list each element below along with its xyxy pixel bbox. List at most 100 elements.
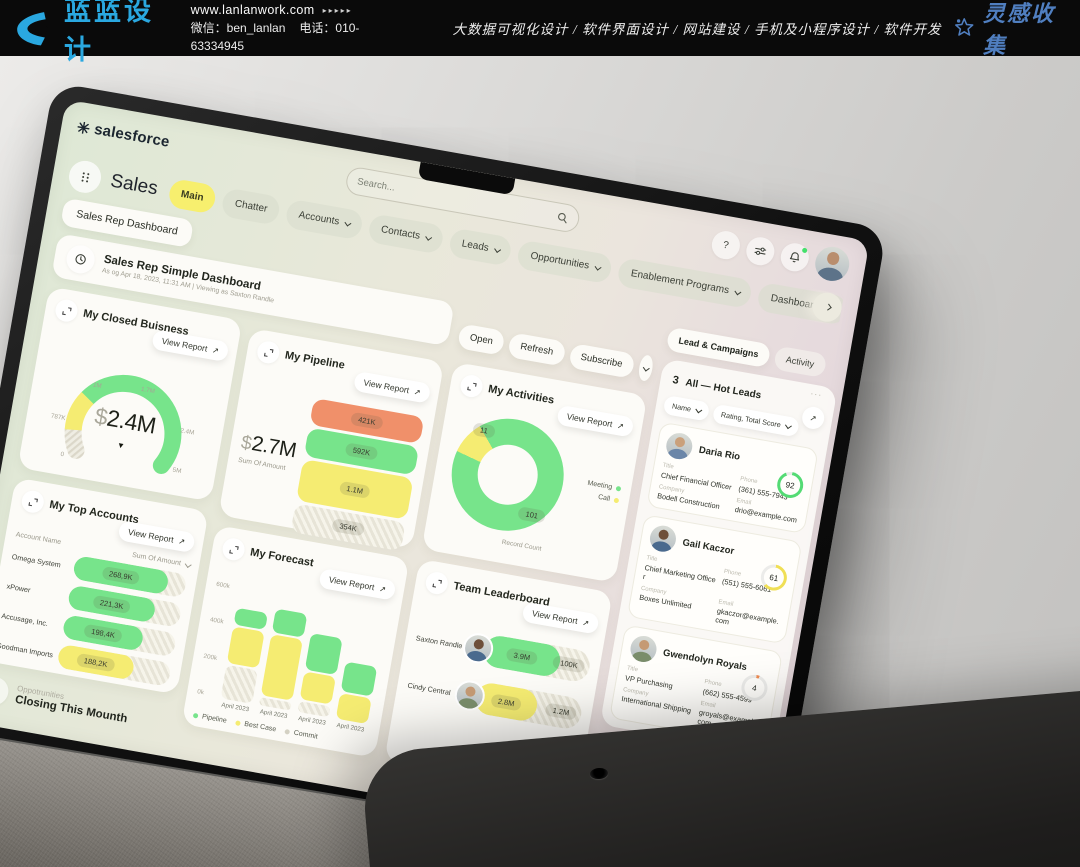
leads-title: All — Hot Leads bbox=[684, 376, 763, 401]
card-title: My Activities bbox=[487, 383, 556, 407]
app-title: Sales bbox=[108, 170, 160, 200]
slice-value: 101 bbox=[517, 506, 546, 524]
grid-dots-icon bbox=[81, 171, 89, 182]
website-url: www.lanlanwork.com bbox=[190, 2, 315, 17]
more-actions-button[interactable] bbox=[636, 354, 655, 383]
arrow-up-right-icon: ↗ bbox=[211, 345, 220, 356]
arrow-up-right-icon: ↗ bbox=[378, 583, 387, 594]
chevron-down-icon bbox=[184, 561, 191, 568]
promo-banner: 蓝蓝设计 www.lanlanwork.com ▸▸▸▸▸ 微信：ben_lanl… bbox=[0, 0, 1080, 65]
phone-contact: 电话：010-63334945 bbox=[190, 21, 360, 54]
filter-name[interactable]: Name bbox=[662, 395, 710, 422]
forecast-bar bbox=[335, 661, 378, 725]
topbar-icons: ? bbox=[709, 226, 852, 284]
nav-item-accounts[interactable]: Accounts bbox=[284, 198, 365, 240]
leads-count: 3 bbox=[671, 374, 680, 387]
lead-card[interactable]: Daria Rio 92 Title Chief Financial Office… bbox=[646, 421, 819, 535]
value-chip: 198,4K bbox=[83, 623, 123, 643]
card-my-forecast: My Forecast View Report ↗ 600k 400k 200k … bbox=[181, 524, 410, 758]
gauge-tick: 1M bbox=[92, 381, 103, 390]
chevron-right-icon bbox=[824, 304, 831, 311]
laptop: salesforce Search... ? bbox=[0, 82, 888, 867]
gauge-tick: 0 bbox=[59, 450, 65, 459]
chevron-down-icon bbox=[785, 422, 792, 429]
notification-dot bbox=[801, 247, 808, 254]
chevron-down-icon bbox=[695, 406, 703, 413]
search-placeholder: Search... bbox=[356, 175, 396, 194]
sliders-icon bbox=[754, 247, 767, 255]
open-button[interactable]: Open bbox=[457, 322, 506, 356]
user-avatar[interactable] bbox=[812, 244, 852, 284]
dashboard-header: Sales Rep Simple Dashboard As og Apr 18,… bbox=[51, 233, 455, 347]
arrow-up-right-icon: ↗ bbox=[413, 386, 422, 397]
arrow-up-right-icon: ↗ bbox=[616, 420, 625, 431]
refresh-button[interactable]: Refresh bbox=[507, 331, 567, 367]
slice-value: 11 bbox=[472, 422, 496, 439]
arrow-up-right-icon: ↗ bbox=[177, 536, 186, 547]
salesforce-logo: salesforce bbox=[76, 118, 171, 151]
nav-item-opportunities[interactable]: Opportunities bbox=[516, 239, 614, 284]
arrow-up-right-icon: ↗ bbox=[581, 617, 590, 628]
card-my-pipeline: My Pipeline View Report ↗ $2.7M Sum Of Am… bbox=[218, 327, 445, 560]
more-menu-icon[interactable]: ··· bbox=[809, 388, 824, 401]
nav-item-main[interactable]: Main bbox=[166, 177, 218, 215]
pipeline-funnel: 421K 592K 1.1M 354K bbox=[290, 397, 425, 552]
app-nav: Sales Main Chatter Accounts Contacts Lea… bbox=[66, 158, 845, 326]
arrows-decoration: ▸▸▸▸▸ bbox=[322, 5, 353, 15]
chevron-down-icon bbox=[643, 364, 650, 371]
app-launcher-button[interactable] bbox=[66, 158, 104, 196]
forecast-chart: 600k 400k 200k 0k bbox=[197, 581, 390, 725]
card-title: My Forecast bbox=[249, 546, 315, 570]
chevron-down-icon bbox=[734, 288, 742, 295]
value-chip: 221,3K bbox=[92, 594, 132, 614]
expand-icon[interactable] bbox=[20, 488, 46, 515]
card-title: My Pipeline bbox=[284, 349, 346, 372]
forecast-bar bbox=[297, 633, 343, 718]
arrow-up-right-icon: ↗ bbox=[809, 412, 818, 423]
photo-scene: salesforce Search... ? bbox=[0, 56, 1080, 867]
card-my-activities: My Activities View Report ↗ 11 101 Meetin… bbox=[421, 361, 648, 583]
expand-icon[interactable] bbox=[220, 536, 247, 563]
briefcase-icon bbox=[0, 674, 11, 708]
closed-business-gauge: 0 787K 1M 1.7M 2.4M 5M $2.4M ▼ bbox=[38, 349, 212, 492]
bell-icon bbox=[789, 252, 800, 263]
subscribe-button[interactable]: Subscribe bbox=[567, 342, 636, 379]
chevron-down-icon bbox=[494, 245, 501, 253]
activities-legend: Meeting Call bbox=[585, 479, 622, 504]
card-team-leaderboard: Team Leaderboard View Report ↗ Saxton Ran… bbox=[384, 558, 613, 795]
dashboard-screen: salesforce Search... ? bbox=[0, 99, 870, 862]
card-my-closed-business: My Closed Buisness View Report ↗ bbox=[17, 286, 243, 502]
chevron-down-icon bbox=[425, 233, 433, 240]
help-button[interactable]: ? bbox=[709, 228, 743, 262]
clock-icon bbox=[64, 243, 97, 276]
nav-item-contacts[interactable]: Contacts bbox=[366, 212, 445, 255]
search-icon bbox=[558, 212, 567, 223]
nav-item-chatter[interactable]: Chatter bbox=[220, 186, 282, 226]
top-bar: salesforce Search... ? bbox=[74, 116, 852, 286]
collect-brand: 灵感收集 bbox=[982, 1, 1055, 58]
tab-activity[interactable]: Activity bbox=[773, 345, 827, 379]
activities-donut: 11 101 bbox=[442, 409, 573, 540]
lead-card[interactable]: Gail Kaczor 61 Title Chief Marketing Offi… bbox=[626, 514, 803, 645]
salesforce-star-icon bbox=[77, 121, 90, 134]
settings-button[interactable] bbox=[744, 235, 777, 268]
collect-brand-block: 灵感收集 bbox=[953, 0, 1066, 60]
expand-icon[interactable] bbox=[424, 570, 450, 596]
nav-item-leads[interactable]: Leads bbox=[447, 226, 514, 267]
expand-icon[interactable] bbox=[53, 297, 80, 324]
value-chip: 268,9K bbox=[101, 565, 141, 585]
collect-star-icon bbox=[955, 18, 974, 36]
axis-label: Account Name bbox=[15, 531, 62, 547]
avatar bbox=[664, 431, 695, 462]
notifications-button[interactable] bbox=[778, 241, 812, 274]
value-chip: 188,2K bbox=[76, 652, 116, 672]
search-input[interactable]: Search... bbox=[344, 165, 582, 235]
chevron-down-icon bbox=[594, 263, 602, 270]
lanlan-logo-icon bbox=[17, 12, 49, 46]
expand-icon[interactable] bbox=[458, 373, 485, 399]
wechat-contact: 微信：ben_lanlan bbox=[190, 21, 286, 36]
contact-block: www.lanlanwork.com ▸▸▸▸▸ 微信：ben_lanlan 电话：… bbox=[191, 1, 385, 56]
chevron-down-icon bbox=[345, 219, 352, 226]
expand-icon[interactable] bbox=[255, 339, 282, 366]
brand-name: 蓝蓝设计 bbox=[64, 0, 154, 65]
